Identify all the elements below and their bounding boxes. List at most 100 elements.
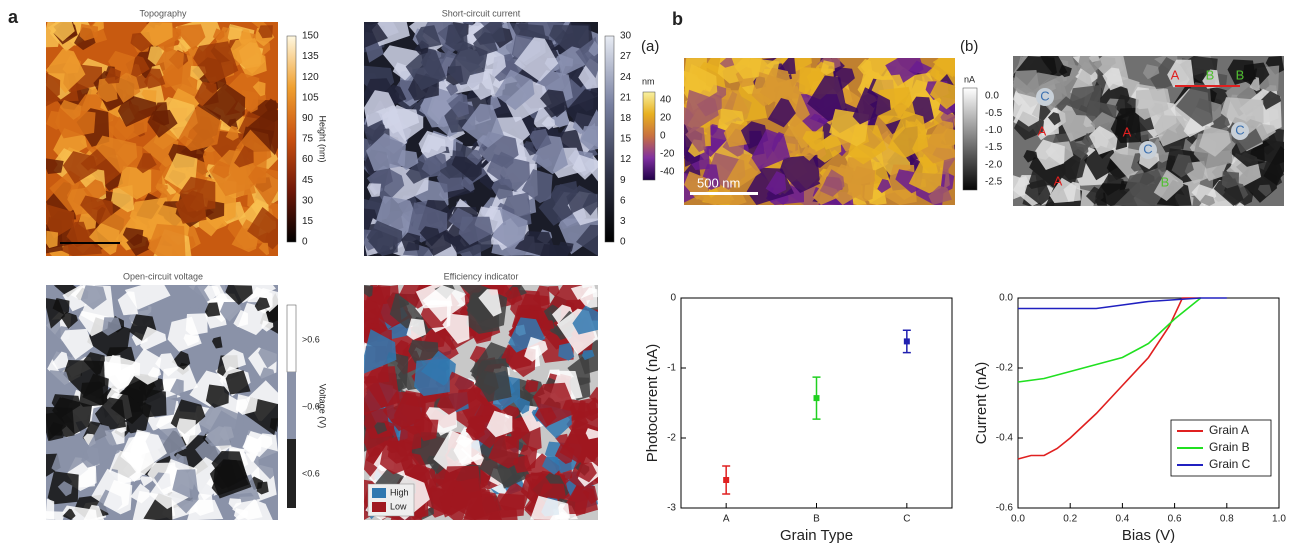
map-grain — [233, 309, 248, 328]
map-grain — [541, 116, 556, 130]
y-tick-label: 0 — [670, 293, 676, 304]
map-grain — [582, 436, 598, 462]
series-line — [1018, 297, 1227, 310]
map-grain — [734, 58, 762, 79]
grain-label: A — [1123, 124, 1132, 139]
map-grain — [51, 394, 81, 418]
map-grain — [254, 297, 270, 312]
map-grain — [857, 59, 873, 75]
map-grain — [726, 153, 762, 189]
map-grain — [211, 450, 248, 488]
map-grain — [540, 89, 568, 118]
map-grain — [1024, 179, 1052, 206]
colorbar — [604, 35, 615, 243]
colorbar-tick-label: 30 — [302, 195, 314, 206]
colorbar-tick-label: 18 — [620, 113, 632, 124]
map-grain — [258, 346, 278, 369]
colorbar-tick-label: 27 — [620, 51, 632, 62]
map-grain — [248, 166, 278, 207]
grain-label: C — [1040, 88, 1049, 103]
map-grain — [258, 25, 273, 39]
map-grain — [233, 499, 273, 520]
map-grain — [52, 351, 70, 370]
map-grain — [513, 396, 531, 415]
map-grain — [62, 508, 76, 520]
map-grain — [221, 349, 246, 372]
grain-label: B — [1236, 67, 1245, 82]
map-grain — [211, 336, 223, 349]
map-grain — [513, 454, 532, 473]
legend-label: Grain B — [1209, 440, 1250, 454]
colorbar-tick-label: 45 — [302, 175, 314, 186]
colorbar-tick-label: 40 — [660, 95, 672, 106]
map-grain — [820, 60, 835, 76]
map-grain — [57, 481, 73, 497]
map-grain — [802, 131, 825, 153]
map-grain — [225, 370, 251, 395]
colorbar-tick-label: -1.0 — [985, 125, 1003, 136]
map-grain — [366, 133, 406, 172]
x-tick-label: B — [813, 514, 820, 525]
map-grain — [397, 149, 419, 171]
grain-label: A — [1038, 123, 1047, 138]
map-grain — [887, 110, 929, 159]
colorbar-tick-label: 0 — [620, 237, 626, 248]
map-grain — [155, 183, 168, 194]
map-grain — [505, 79, 552, 123]
map-grain — [46, 298, 65, 329]
map-grain — [124, 375, 147, 403]
colorbar-tick-label: 135 — [302, 51, 319, 62]
map-grain — [474, 370, 499, 396]
map-grain — [264, 98, 278, 112]
map-grain — [514, 37, 559, 82]
map-grain — [364, 22, 388, 49]
map-grain — [719, 58, 735, 68]
map-grain — [366, 165, 405, 205]
map-grain — [386, 108, 420, 134]
map-grain — [406, 318, 427, 340]
map-grain — [929, 80, 955, 110]
map-grain — [1198, 125, 1231, 157]
map-grain — [204, 302, 221, 317]
map-grain — [204, 285, 221, 301]
map-grain — [202, 83, 246, 127]
map-grain — [140, 22, 173, 48]
map-grain — [364, 375, 389, 416]
map-grain — [589, 386, 598, 405]
map-grain — [458, 216, 493, 246]
colorbar — [642, 91, 656, 181]
map-grain — [414, 358, 450, 396]
map-grain — [446, 83, 459, 96]
colorbar-tick-label: 24 — [620, 72, 632, 83]
map-grain — [1153, 169, 1184, 201]
grain-label: B — [1206, 67, 1215, 82]
map-grain — [907, 96, 934, 125]
map-grain — [364, 90, 399, 127]
map-grain — [366, 220, 403, 255]
map-grain — [1023, 149, 1038, 163]
y-axis-title: Photocurrent (nA) — [644, 344, 661, 462]
y-tick-label: 0.0 — [999, 293, 1013, 304]
map-grain — [1034, 139, 1065, 170]
map-grain — [172, 469, 199, 499]
map-grain — [225, 285, 253, 306]
map-grain — [478, 49, 506, 78]
map-grain — [569, 402, 593, 423]
colorbar-tick-label: 0 — [302, 237, 308, 248]
colorbar-tick-label: 15 — [302, 216, 314, 227]
map-grain — [104, 67, 121, 84]
grain-label: C — [1143, 141, 1152, 156]
map-grain — [46, 498, 55, 520]
map-grain — [564, 428, 596, 465]
map-grain — [1220, 97, 1264, 135]
x-tick-label: 0.2 — [1063, 514, 1077, 525]
map-grain — [46, 72, 61, 103]
map-label: (a) — [641, 38, 659, 55]
map-grain — [408, 339, 439, 364]
map-grain — [541, 319, 555, 331]
map-grain — [405, 48, 447, 91]
panel-label: b — [672, 9, 683, 29]
map-grain — [502, 192, 532, 228]
map-grain — [461, 103, 504, 148]
map-grain — [175, 418, 196, 437]
